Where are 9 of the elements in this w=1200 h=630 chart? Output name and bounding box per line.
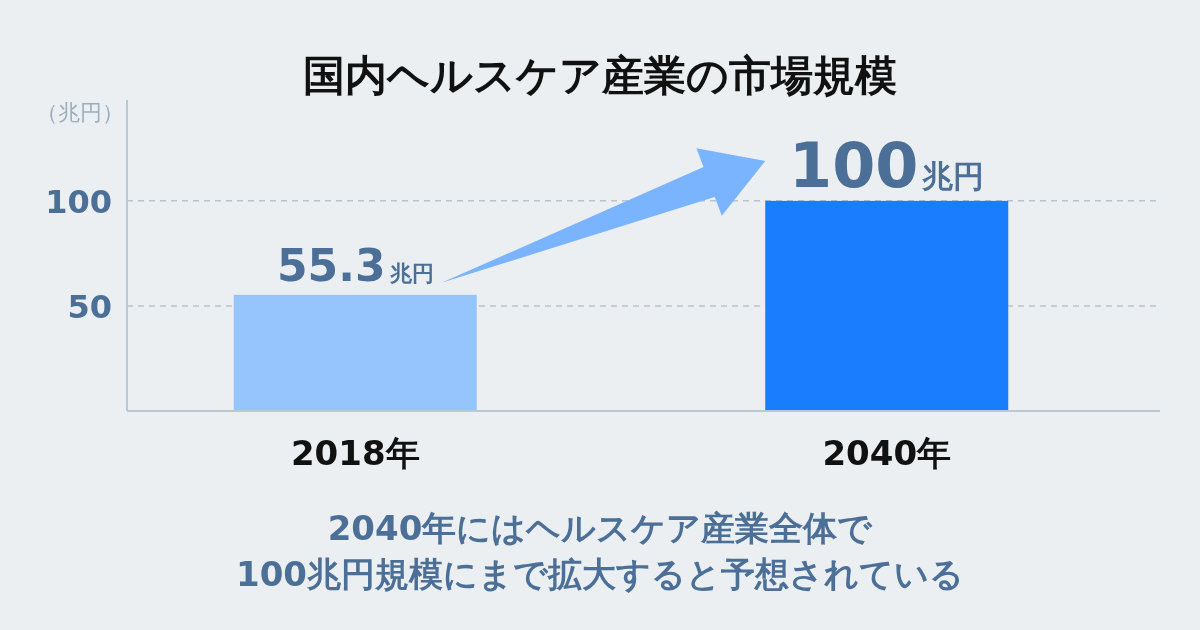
text: 100兆円規模にまで拡大すると予想されている [236, 554, 964, 594]
chart-title: 国内ヘルスケア産業の市場規模 [303, 51, 897, 100]
x-tick-label: 2040年 [822, 433, 952, 473]
data-label: 100兆円 [789, 128, 985, 202]
y-tick-label: 50 [67, 287, 112, 326]
x-tick-label: 2018年 [290, 433, 420, 473]
text: 2040年にはヘルスケア産業全体で [327, 508, 874, 548]
y-tick-label: 100 [45, 182, 112, 221]
y-axis-title: （兆円） [36, 100, 124, 125]
